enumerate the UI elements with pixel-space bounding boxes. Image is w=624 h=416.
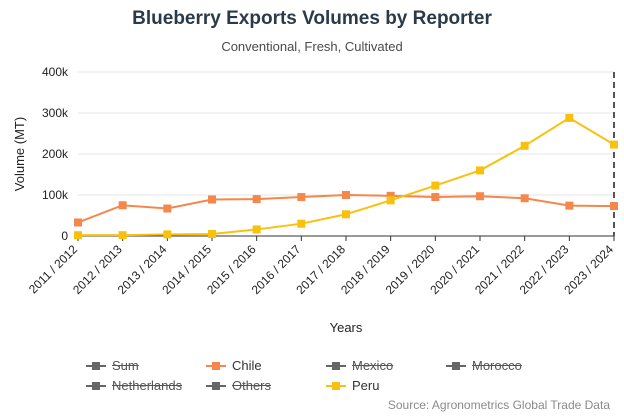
legend-label: Peru bbox=[352, 378, 380, 393]
data-point-peru bbox=[476, 166, 484, 175]
data-point-peru bbox=[386, 196, 395, 205]
chart-subtitle: Conventional, Fresh, Cultivated bbox=[221, 39, 403, 54]
legend-item-chile[interactable]: Chile bbox=[206, 358, 262, 373]
data-point-peru bbox=[252, 225, 261, 234]
y-tick-label: 400k bbox=[42, 65, 69, 79]
y-axis-title: Volume (MT) bbox=[12, 117, 27, 191]
data-point-peru bbox=[565, 113, 574, 122]
data-point-peru bbox=[610, 140, 618, 149]
data-point-chile bbox=[565, 201, 574, 210]
legend-item-morocco[interactable]: Morocco bbox=[446, 358, 522, 373]
data-point-peru bbox=[342, 210, 350, 219]
legend-marker-icon bbox=[206, 381, 226, 391]
x-axis-title: Years bbox=[330, 320, 363, 335]
legend-marker-icon bbox=[206, 361, 226, 371]
legend-marker-icon bbox=[86, 381, 106, 391]
source-credit: Source: Agronometrics Global Trade Data bbox=[387, 398, 610, 412]
chart-legend: Sum Chile Mexico Morocco Netherlands Others Pe… bbox=[0, 356, 624, 400]
data-point-peru bbox=[297, 219, 306, 228]
data-point-chile bbox=[163, 204, 172, 213]
y-tick-label: 200k bbox=[42, 147, 69, 161]
legend-label: Netherlands bbox=[112, 378, 183, 393]
data-point-chile bbox=[74, 218, 82, 227]
legend-marker-icon bbox=[326, 381, 346, 391]
x-tick-label: 2023 / 2024 bbox=[561, 242, 616, 297]
data-point-chile bbox=[208, 195, 216, 204]
legend-item-mexico[interactable]: Mexico bbox=[326, 358, 393, 373]
legend-label: Morocco bbox=[472, 358, 522, 373]
data-point-chile bbox=[118, 201, 127, 210]
data-point-chile bbox=[476, 192, 484, 201]
data-point-chile bbox=[297, 193, 306, 202]
data-point-peru bbox=[208, 229, 216, 238]
data-point-chile bbox=[386, 191, 395, 200]
legend-marker-icon bbox=[326, 361, 346, 371]
data-point-chile bbox=[520, 194, 529, 203]
data-point-chile bbox=[342, 191, 350, 199]
data-point-peru bbox=[163, 230, 172, 239]
chart-title: Blueberry Exports Volumes by Reporter bbox=[132, 8, 492, 29]
data-point-chile bbox=[610, 202, 618, 211]
legend-item-sum[interactable]: Sum bbox=[86, 358, 139, 373]
data-point-chile bbox=[431, 193, 440, 202]
legend-label: Sum bbox=[112, 358, 139, 373]
data-point-peru bbox=[118, 231, 127, 240]
legend-label: Chile bbox=[232, 358, 262, 373]
legend-label: Others bbox=[232, 378, 272, 393]
series-line-chile bbox=[77, 193, 615, 224]
legend-marker-icon bbox=[86, 361, 106, 371]
legend-item-peru[interactable]: Peru bbox=[326, 378, 379, 393]
legend-marker-icon bbox=[446, 361, 466, 371]
legend-label: Mexico bbox=[352, 358, 394, 373]
y-tick-label: 300k bbox=[42, 106, 69, 120]
y-tick-label: 0 bbox=[61, 229, 68, 243]
legend-item-netherlands[interactable]: Netherlands bbox=[86, 378, 182, 393]
data-point-peru bbox=[74, 231, 82, 240]
y-tick-label: 100k bbox=[42, 188, 69, 202]
data-point-chile bbox=[252, 195, 261, 204]
legend-item-others[interactable]: Others bbox=[206, 378, 271, 393]
data-point-peru bbox=[520, 141, 529, 150]
data-point-peru bbox=[431, 181, 440, 190]
